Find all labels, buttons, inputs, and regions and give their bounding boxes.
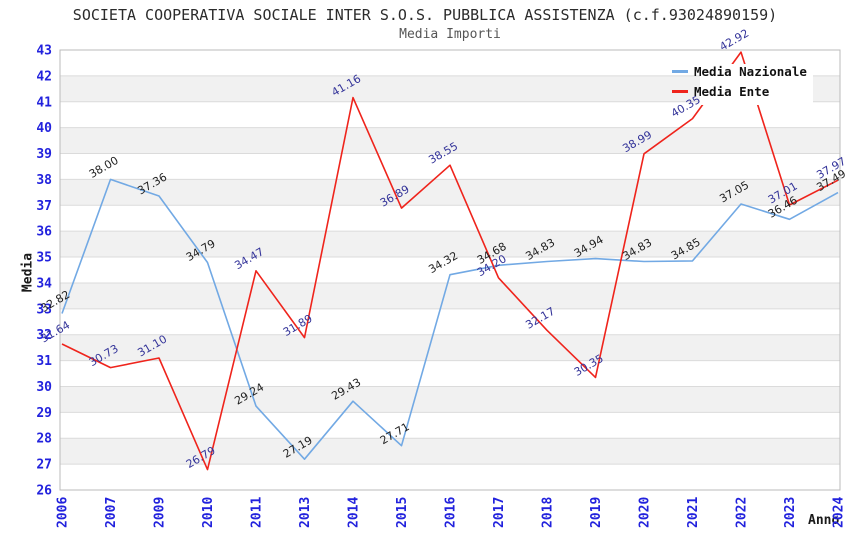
background-band — [60, 282, 840, 309]
x-tick-label: 2015 — [395, 497, 410, 528]
legend-item-media-nazionale: Media Nazionale — [672, 61, 807, 81]
x-tick-label: 2017 — [492, 497, 507, 528]
x-tick-label: 2021 — [686, 497, 701, 528]
y-tick-label: 29 — [36, 406, 52, 421]
y-tick-label: 27 — [36, 458, 52, 473]
y-tick-label: 30 — [36, 380, 52, 395]
x-tick-label: 2011 — [249, 497, 264, 528]
background-band — [60, 308, 840, 335]
plot-border — [59, 49, 841, 491]
background-band — [60, 257, 840, 283]
y-tick-label: 34 — [36, 276, 52, 291]
y-tick-label: 32 — [36, 328, 52, 343]
y-tick-label: 38 — [36, 173, 52, 188]
x-tick-label: 2023 — [783, 497, 798, 528]
background-band — [60, 464, 840, 490]
x-tick-label: 2018 — [540, 497, 555, 528]
x-tick-label: 2013 — [298, 497, 313, 528]
y-tick-label: 40 — [36, 121, 52, 136]
x-tick-label: 2020 — [637, 497, 652, 528]
y-tick-label: 35 — [36, 251, 52, 266]
media-ente-line-swatch-icon — [672, 89, 688, 93]
x-tick-label: 2014 — [346, 497, 361, 528]
x-tick-label: 2019 — [589, 497, 604, 528]
x-axis-title: Anno — [808, 513, 840, 528]
x-tick-label: 2006 — [55, 497, 70, 528]
background-band — [60, 205, 840, 232]
series-line-media-nazionale — [61, 178, 839, 461]
x-tick-label: 2007 — [104, 497, 119, 528]
x-tick-label: 2010 — [201, 497, 216, 528]
background-band — [60, 334, 840, 361]
chart-title: SOCIETA COOPERATIVA SOCIALE INTER S.O.S.… — [72, 6, 778, 24]
x-tick-label: 2009 — [152, 497, 167, 528]
chart-subtitle: Media Importi — [399, 27, 501, 42]
y-tick-label: 41 — [36, 95, 52, 110]
y-tick-label: 33 — [36, 302, 52, 317]
legend: Media Nazionale Media Ente — [672, 61, 807, 101]
background-band — [60, 231, 840, 258]
y-tick-label: 42 — [36, 69, 52, 84]
y-tick-label: 26 — [36, 484, 52, 499]
data-label: 42.92 — [717, 27, 751, 54]
y-tick-label: 28 — [36, 432, 52, 447]
y-tick-label: 31 — [36, 354, 52, 369]
background-band — [60, 412, 840, 439]
legend-background — [700, 64, 813, 105]
background-band — [60, 386, 840, 413]
y-tick-label: 39 — [36, 147, 52, 162]
y-tick-label: 36 — [36, 225, 52, 240]
background-band — [60, 438, 840, 465]
y-tick-label: 43 — [36, 44, 52, 59]
background-band — [60, 360, 840, 387]
background-band — [60, 101, 840, 128]
x-tick-label: 2022 — [734, 497, 749, 528]
background-band — [60, 179, 840, 206]
background-band — [60, 127, 840, 154]
x-tick-label: 2016 — [443, 497, 458, 528]
legend-label: Media Nazionale — [694, 63, 807, 79]
legend-item-media-ente: Media Ente — [672, 81, 807, 101]
media-nazionale-line-swatch-icon — [672, 69, 688, 73]
x-tick-label: 2024 — [831, 497, 846, 528]
y-tick-label: 37 — [36, 199, 52, 214]
legend-label: Media Ente — [694, 83, 770, 99]
